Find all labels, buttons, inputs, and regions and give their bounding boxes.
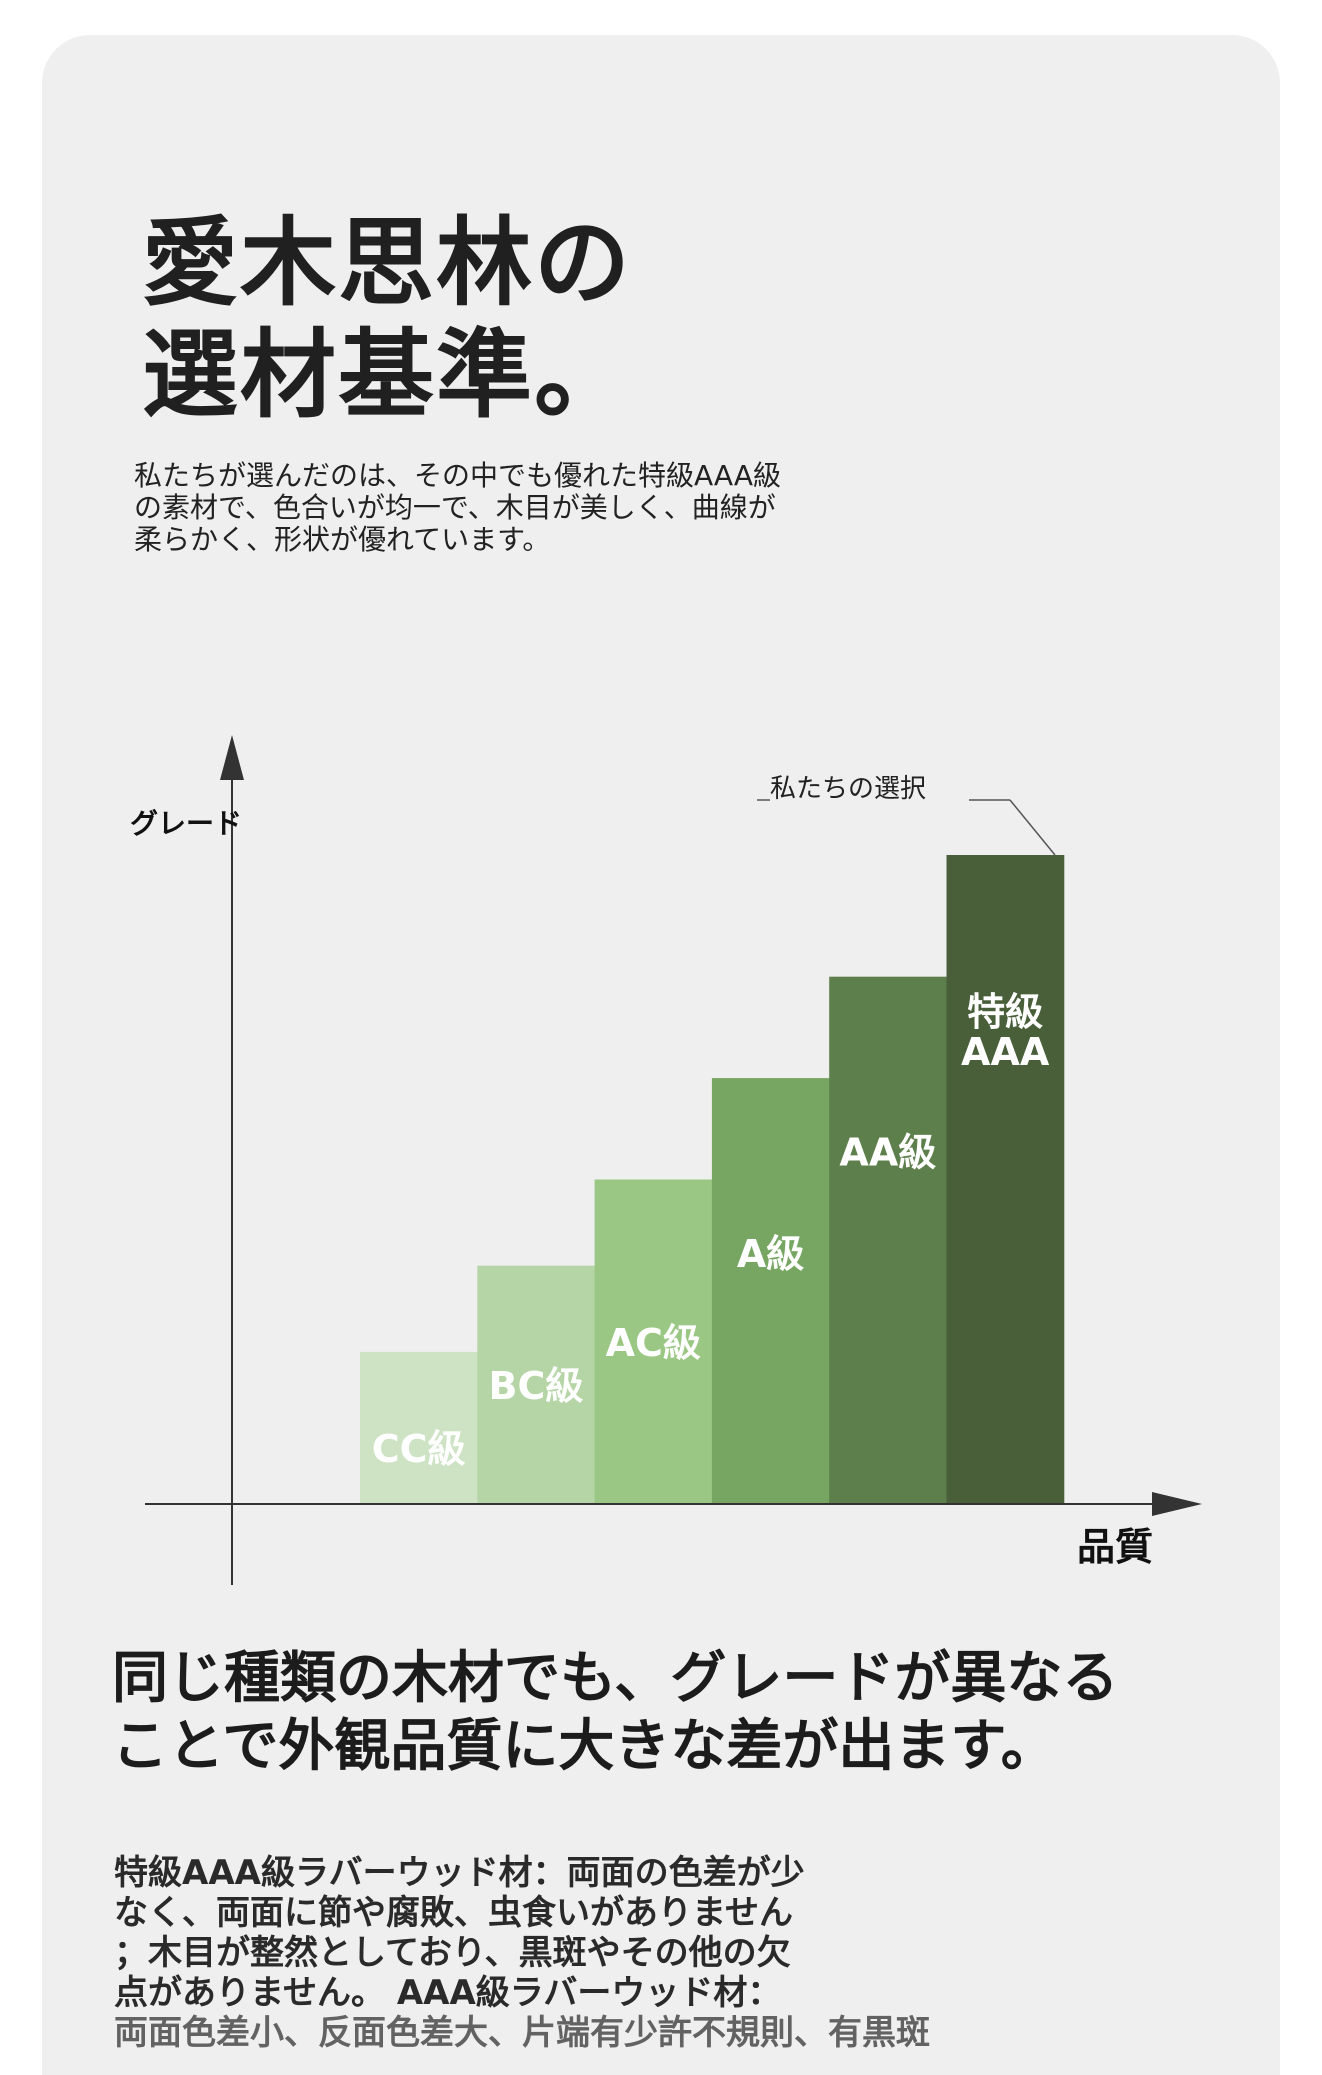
headline-line-2: ことで外観品質に大きな差が出ます。	[112, 1714, 1057, 1779]
detail-line-5: 両面色差小、反面色差大、片端有少許不規則、有黒斑	[114, 2013, 930, 2053]
bar-label-3: AC級	[606, 1321, 701, 1365]
detail-line-3: ；木目が整然としており、黒斑やその他の欠	[114, 1933, 791, 1973]
chart-bar-labels: CC級 BC級 AC級 A級 AA級 特級 AAA	[372, 990, 1050, 1471]
bar-6	[946, 855, 1065, 1504]
detail-line-4: 点がありません。 AAA級ラバーウッド材：	[114, 1973, 782, 2013]
annotation-pointer-line	[1009, 799, 1056, 856]
content-card: 愛木思林の 選材基準。 私たちが選んだのは、その中でも優れた特級AAA級 の素材…	[42, 35, 1280, 2075]
intro-line-2: の素材で、色合いが均一で、木目が美しく、曲線が	[134, 491, 776, 524]
x-axis-arrow-icon	[1152, 1492, 1202, 1516]
chart-bars	[360, 855, 1065, 1504]
bar-5	[829, 976, 947, 1504]
intro-line-1: 私たちが選んだのは、その中でも優れた特級AAA級	[134, 459, 782, 492]
y-axis-label: グレード	[130, 807, 242, 840]
bar-label-1: CC級	[372, 1427, 466, 1471]
detail-line-1: 特級AAA級ラバーウッド材：両面の色差が少	[114, 1853, 805, 1893]
bar-label-5: AA級	[839, 1131, 936, 1175]
page-title: 愛木思林の 選材基準。	[142, 207, 632, 431]
bar-1	[360, 1351, 478, 1504]
detail-line-2: なく、両面に節や腐敗、虫食いがありません	[114, 1893, 793, 1933]
y-axis-arrow-icon	[220, 735, 244, 780]
bar-4	[711, 1078, 830, 1504]
chart-annotation: 私たちの選択	[770, 774, 926, 804]
grade-detail-text: 特級AAA級ラバーウッド材：両面の色差が少 なく、両面に節や腐敗、虫食いがありま…	[114, 1853, 974, 2053]
bar-label-6: 特級 AAA	[961, 990, 1050, 1074]
bar-3	[594, 1179, 713, 1504]
bar-2	[477, 1265, 596, 1504]
intro-line-3: 柔らかく、形状が優れています。	[134, 523, 551, 556]
comparison-headline: 同じ種類の木材でも、グレードが異なる ことで外観品質に大きな差が出ます。	[112, 1645, 1118, 1781]
bar-label-4: A級	[737, 1232, 804, 1276]
page-title-line-2: 選材基準。	[142, 319, 632, 431]
x-axis-label: 品質	[1077, 1525, 1153, 1569]
intro-text: 私たちが選んだのは、その中でも優れた特級AAA級 の素材で、色合いが均一で、木目…	[134, 460, 894, 556]
page-title-line-1: 愛木思林の	[142, 207, 632, 319]
headline-line-1: 同じ種類の木材でも、グレードが異なる	[112, 1646, 1119, 1711]
grade-chart: CC級 BC級 AC級 A級 AA級 特級 AAA グレード 品質 私たちの選択	[130, 735, 1202, 1585]
bar-label-2: BC級	[489, 1364, 584, 1408]
